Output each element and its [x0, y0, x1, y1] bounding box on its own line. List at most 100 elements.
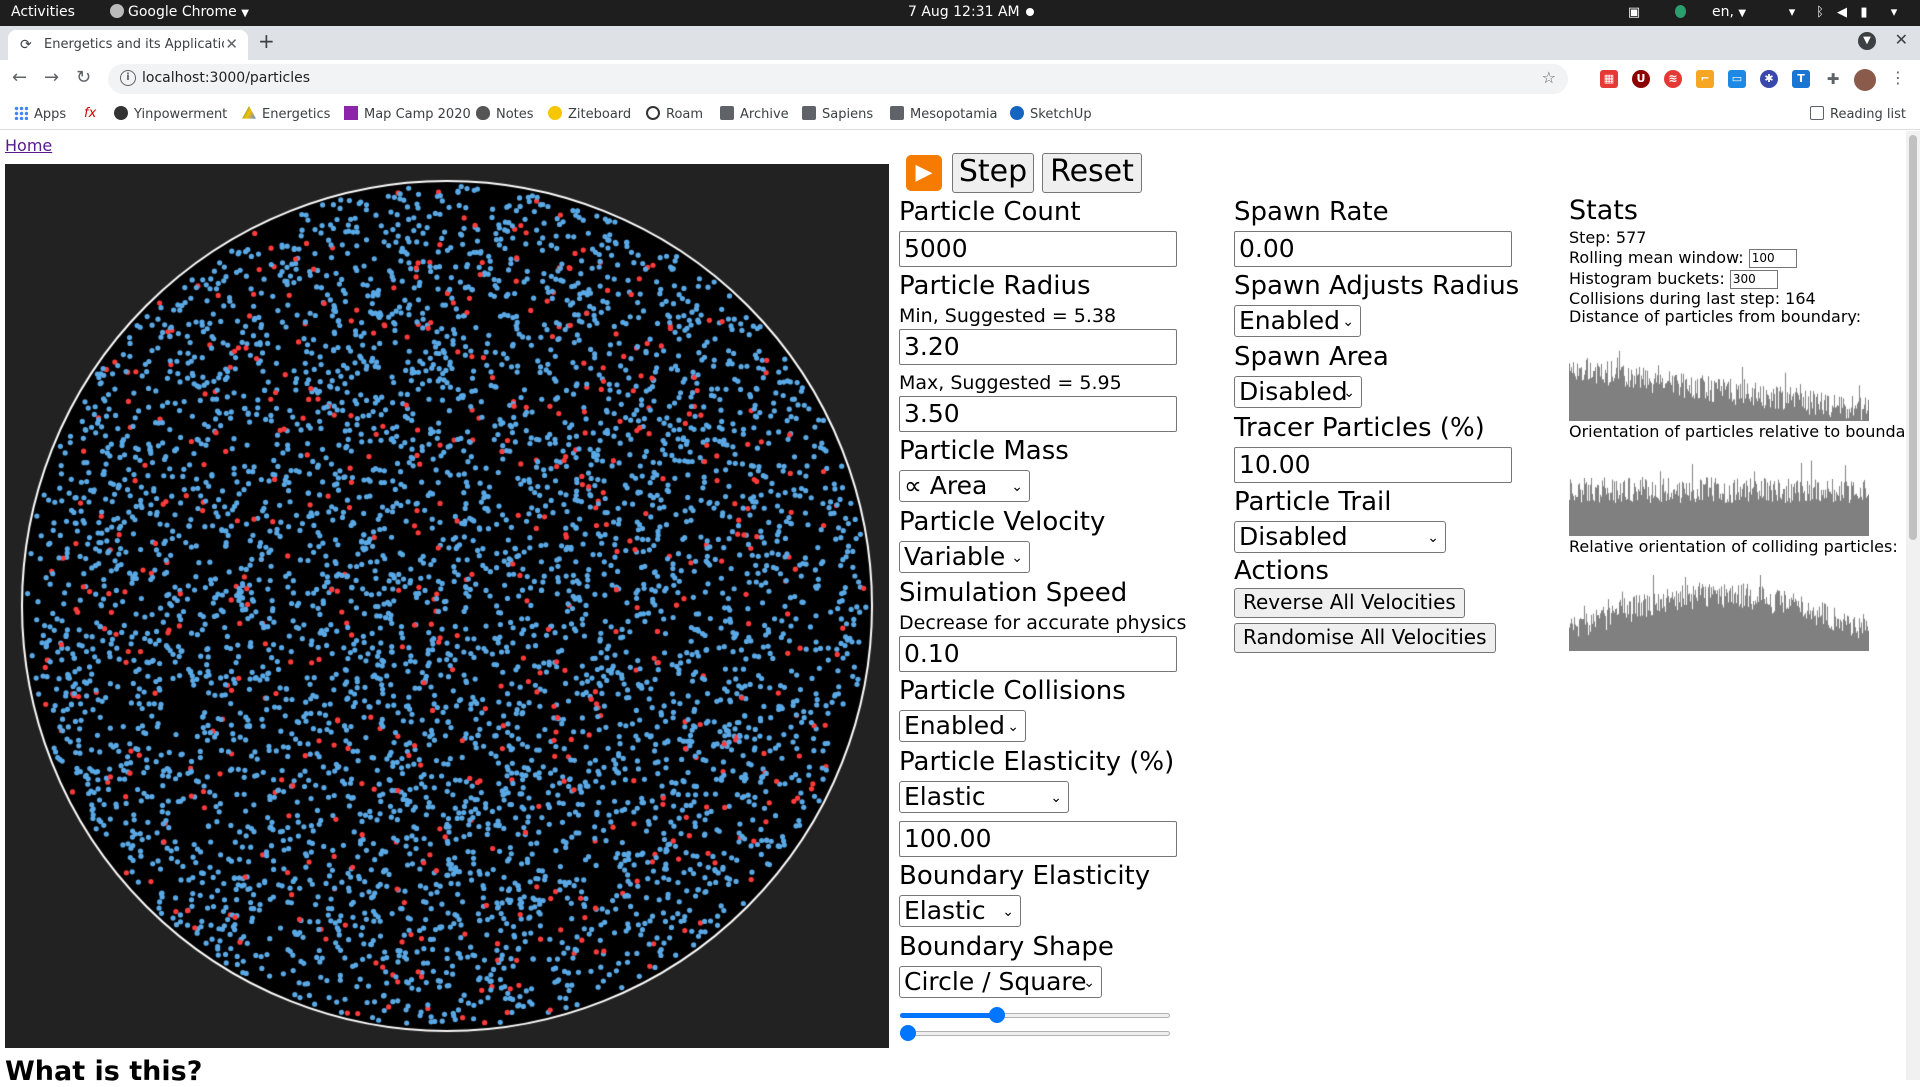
tracer-particles-input[interactable]: 10.00 — [1234, 447, 1512, 483]
bookmark-map-camp[interactable]: Map Camp 2020 — [344, 106, 471, 122]
boundary-shape-slider[interactable] — [900, 1006, 1170, 1024]
bookmark-label: Map Camp 2020 — [364, 107, 471, 122]
home-link[interactable]: Home — [5, 136, 53, 155]
bookmark-label: Roam — [666, 107, 704, 122]
activities-button[interactable]: Activities — [11, 4, 75, 20]
reading-list-button[interactable]: Reading list — [1810, 106, 1906, 122]
chevron-down-icon: ⌄ — [1011, 550, 1023, 566]
bookmark-energetics[interactable]: Energetics — [242, 106, 330, 122]
bookmark-star-icon[interactable]: ☆ — [1541, 68, 1556, 87]
particle-radius-min-label: Min, Suggested = 5.38 — [899, 305, 1117, 327]
particle-radius-max-label: Max, Suggested = 5.95 — [899, 372, 1122, 394]
chevron-down-icon: ▼ — [241, 8, 249, 19]
boundary-elasticity-select[interactable]: Elastic ⌄ — [899, 895, 1021, 927]
reload-icon[interactable]: ↻ — [76, 67, 92, 88]
volume-icon[interactable]: ◀ — [1837, 5, 1847, 20]
rolling-mean-input[interactable]: 100 — [1748, 249, 1797, 268]
particle-mass-select[interactable]: ∝ Area ⌄ — [899, 470, 1030, 502]
particle-radius-label: Particle Radius — [899, 271, 1091, 301]
browser-menu-icon[interactable]: ⋮ — [1890, 68, 1906, 87]
orientation-histogram — [1569, 458, 1869, 536]
zoom-extension-icon[interactable]: ▭ — [1728, 70, 1746, 88]
particle-count-input[interactable]: 5000 — [899, 231, 1177, 267]
battery-icon[interactable]: ▮ — [1860, 5, 1868, 20]
url-text: localhost:3000/particles — [142, 70, 310, 86]
close-window-icon[interactable]: ✕ — [1894, 30, 1908, 49]
bookmark-ziteboard[interactable]: Ziteboard — [548, 106, 631, 122]
tab-strip: ⟳ Energetics and its Application ✕ — [0, 26, 1920, 60]
particle-mass-value: ∝ Area — [904, 471, 988, 500]
step-button[interactable]: Step — [952, 153, 1034, 193]
extension-stack-icon[interactable]: ≋ — [1664, 70, 1682, 88]
ublock-icon[interactable]: U — [1632, 70, 1650, 88]
particle-velocity-select[interactable]: Variable ⌄ — [899, 541, 1030, 573]
bookmark-mesopotamia[interactable]: Mesopotamia — [890, 106, 997, 122]
bookmark-label: Archive — [740, 107, 789, 122]
simulation-speed-label: Simulation Speed — [899, 578, 1128, 608]
wifi-icon[interactable]: ▾ — [1788, 5, 1796, 20]
particle-simulation-canvas[interactable] — [5, 164, 889, 1048]
particle-radius-max-input[interactable]: 3.50 — [899, 396, 1177, 432]
bookmark-apps[interactable]: Apps — [14, 106, 66, 122]
clock[interactable]: 7 Aug 12:31 AM — [908, 4, 1020, 20]
spawn-adjusts-radius-label: Spawn Adjusts Radius — [1234, 271, 1520, 301]
slider-thumb[interactable] — [988, 1007, 1005, 1023]
new-tab-icon[interactable]: + — [258, 29, 275, 53]
extension-gear-icon[interactable]: ✱ — [1760, 70, 1778, 88]
particle-collisions-select[interactable]: Enabled ⌄ — [899, 710, 1026, 742]
bluetooth-icon[interactable]: ᛒ — [1816, 5, 1824, 20]
relative-orientation-histogram-label: Relative orientation of colliding partic… — [1569, 537, 1898, 556]
histogram-buckets-label: Histogram buckets: — [1569, 269, 1725, 288]
bookmark-fx[interactable]: fx — [84, 106, 96, 121]
chevron-down-icon: ▼ — [1738, 8, 1747, 19]
bookmark-yinpowerment[interactable]: Yinpowerment — [114, 106, 227, 122]
slider-thumb[interactable] — [900, 1025, 916, 1041]
play-button[interactable]: ▶ — [906, 155, 942, 191]
profile-avatar[interactable] — [1854, 69, 1876, 91]
bookmark-sketchup[interactable]: SketchUp — [1010, 106, 1092, 122]
particle-radius-min-input[interactable]: 3.20 — [899, 329, 1177, 365]
spawn-rate-input[interactable]: 0.00 — [1234, 231, 1512, 267]
bookmark-roam[interactable]: Roam — [646, 106, 703, 122]
particle-trail-select[interactable]: Disabled ⌄ — [1234, 521, 1446, 553]
extension-red-icon[interactable]: ▦ — [1600, 70, 1618, 88]
rolling-mean-row: Rolling mean window: 100 — [1569, 248, 1797, 268]
tab-search-icon[interactable]: ▼ — [1858, 32, 1876, 50]
extension-t-icon[interactable]: T — [1792, 70, 1810, 88]
particle-elasticity-input[interactable]: 100.00 — [899, 821, 1177, 857]
site-info-icon[interactable]: i — [120, 70, 136, 86]
chrome-icon — [110, 4, 124, 18]
simulation-speed-input[interactable]: 0.10 — [899, 636, 1177, 672]
boundary-secondary-slider[interactable] — [900, 1024, 1170, 1042]
system-top-bar: Activities Google Chrome ▼ 7 Aug 12:31 A… — [0, 0, 1920, 26]
bookmark-archive[interactable]: Archive — [720, 106, 789, 122]
boundary-shape-select[interactable]: Circle / Square ⌄ — [899, 966, 1102, 998]
page-scrollbar[interactable] — [1906, 131, 1920, 1080]
extensions-puzzle-icon[interactable]: ✚ — [1826, 70, 1840, 88]
back-icon[interactable]: ← — [12, 67, 28, 88]
close-tab-icon[interactable]: ✕ — [225, 35, 238, 53]
extension-tag-icon[interactable]: ⌐ — [1696, 70, 1714, 88]
power-menu-icon[interactable]: ▾ — [1890, 5, 1898, 20]
histogram-buckets-input[interactable]: 300 — [1729, 270, 1778, 289]
scrollbar-thumb[interactable] — [1909, 135, 1917, 540]
bookmark-notes[interactable]: Notes — [476, 106, 534, 122]
reverse-velocities-button[interactable]: Reverse All Velocities — [1234, 588, 1465, 618]
language-indicator[interactable]: en, ▼ — [1712, 4, 1746, 20]
spawn-adjusts-radius-select[interactable]: Enabled ⌄ — [1234, 305, 1361, 337]
sketchup-icon — [1010, 106, 1024, 120]
folder-icon — [802, 106, 816, 120]
screen-icon[interactable]: ▣ — [1627, 5, 1641, 20]
forward-icon[interactable]: → — [44, 67, 60, 88]
spawn-rate-label: Spawn Rate — [1234, 197, 1389, 227]
particle-elasticity-select[interactable]: Elastic ⌄ — [899, 781, 1069, 813]
reset-button[interactable]: Reset — [1042, 153, 1142, 193]
address-bar[interactable]: i localhost:3000/particles ☆ — [108, 64, 1568, 94]
app-menu[interactable]: Google Chrome ▼ — [110, 4, 249, 20]
bookmark-sapiens[interactable]: Sapiens — [802, 106, 873, 122]
status-dot-icon[interactable] — [1672, 5, 1688, 21]
bookmark-label: Notes — [496, 107, 534, 122]
randomise-velocities-button[interactable]: Randomise All Velocities — [1234, 623, 1496, 653]
spawn-area-select[interactable]: Disabled ⌄ — [1234, 376, 1362, 408]
browser-tab[interactable]: ⟳ Energetics and its Application ✕ — [8, 30, 248, 60]
